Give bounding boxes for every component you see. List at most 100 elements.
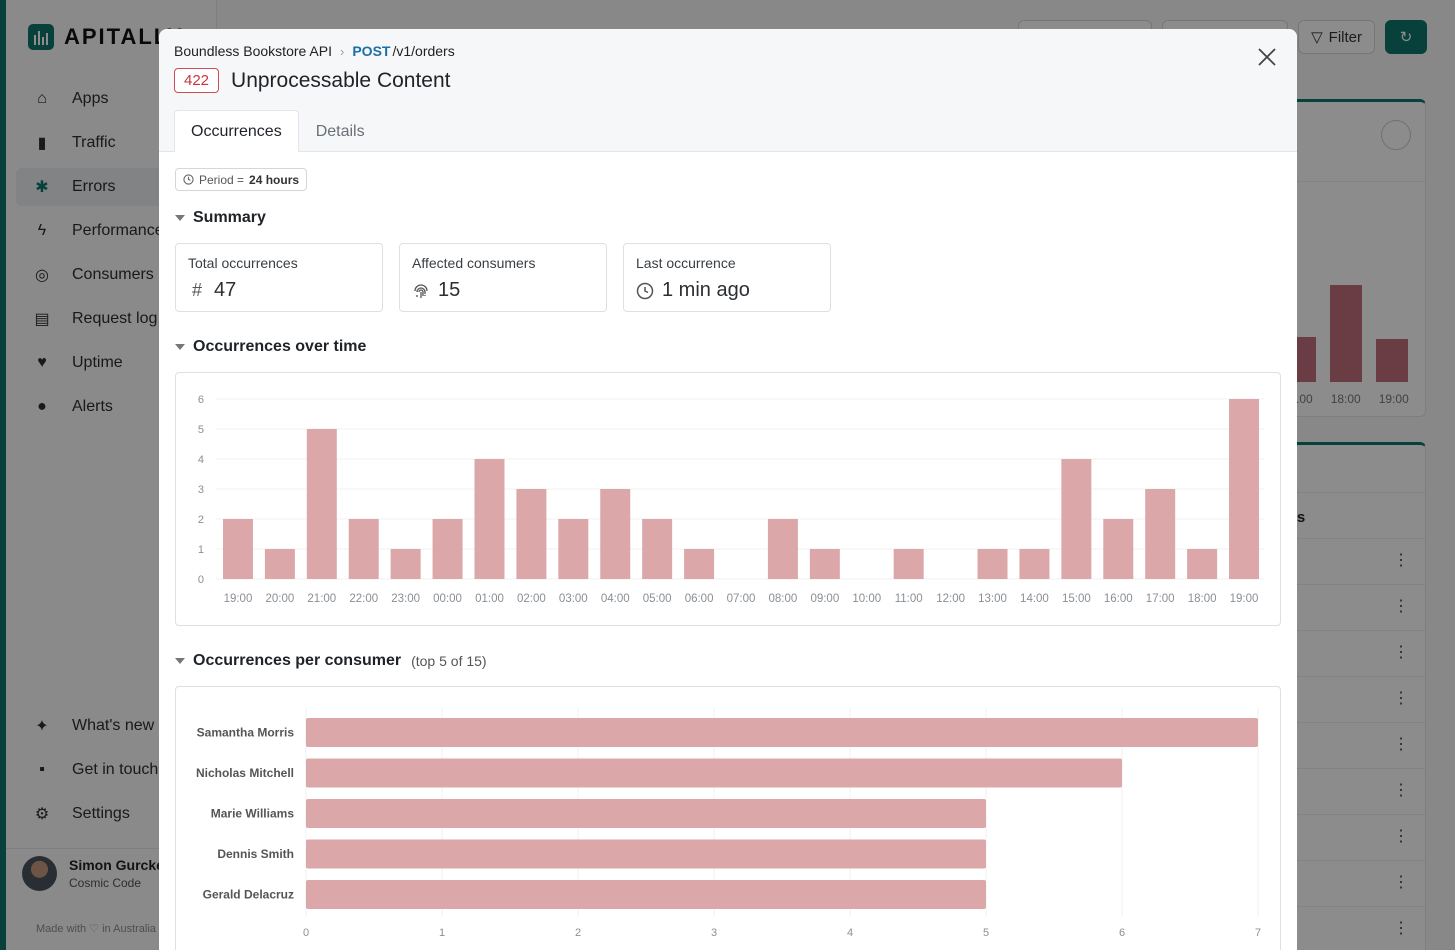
sidebar-item-performance[interactable]: ϟ Performance	[16, 212, 212, 250]
user-org: Cosmic Code	[69, 876, 142, 890]
bg-bar	[1296, 337, 1316, 382]
sidebar-item-consumers[interactable]: ◎ Consumers	[16, 256, 212, 294]
bar	[306, 429, 337, 579]
over-time-heading[interactable]: Occurrences over time	[175, 338, 366, 356]
user-profile[interactable]: Simon Gurcke Cosmic Code	[22, 856, 164, 891]
section-title: Occurrences over time	[193, 338, 367, 355]
x-tick-label: 11:00	[895, 593, 923, 605]
x-tick-label: 19:00	[224, 593, 253, 605]
bar	[306, 799, 986, 828]
more-icon[interactable]: ⋮	[1393, 782, 1409, 799]
y-tick-label: 0	[198, 574, 204, 586]
bell-icon: ●	[37, 398, 47, 415]
sidebar-item-get-in-touch[interactable]: ▪ Get in touch	[16, 751, 212, 789]
sidebar-item-label: Traffic	[72, 134, 116, 151]
bar	[893, 549, 924, 579]
bar	[306, 839, 986, 869]
y-tick-label: Nicholas Mitchell	[196, 766, 294, 780]
bar	[306, 718, 1258, 747]
table-row[interactable]: ⋮	[1251, 585, 1425, 631]
filter-label: Filter	[1328, 28, 1362, 46]
per-consumer-heading[interactable]: Occurrences per consumer (top 5 of 15)	[175, 652, 487, 670]
breadcrumb-app[interactable]: Boundless Bookstore API	[174, 43, 332, 59]
x-tick-label: 1	[439, 927, 445, 939]
chevron-right-icon: ›	[340, 43, 345, 59]
refresh-button[interactable]: ↻	[1385, 20, 1427, 54]
more-icon[interactable]: ⋮	[1393, 736, 1409, 753]
time-chart-svg: 0 1 2 3 4 5 6 19:00 20:00 21:00 22:00 23:00 00:00 01:…	[198, 394, 1264, 605]
table-row[interactable]: ⋮	[1251, 815, 1425, 861]
sidebar-item-label: Apps	[72, 90, 109, 107]
period-badge[interactable]: Period = 24 hours	[175, 168, 308, 191]
sidebar-item-request-log[interactable]: ▤ Request log	[16, 300, 212, 338]
more-icon[interactable]: ⋮	[1393, 828, 1409, 845]
y-tick-label: Gerald Delacruz	[203, 888, 294, 902]
sidebar-item-apps[interactable]: ⌂ Apps	[16, 80, 212, 118]
x-tick-label: 7	[1255, 927, 1261, 939]
scroll-icon: ▤	[34, 311, 50, 328]
close-button[interactable]	[1255, 47, 1279, 71]
sidebar-item-traffic[interactable]: ▮ Traffic	[16, 124, 212, 162]
y-tick-label: 2	[198, 514, 204, 526]
sidebar-item-label: Get in touch	[72, 761, 159, 778]
table-row[interactable]: ⋮	[1251, 861, 1425, 907]
modal-header: Boundless Bookstore API › POST/v1/orders…	[159, 29, 1297, 152]
sidebar-item-uptime[interactable]: ♥ Uptime	[16, 344, 212, 382]
title-row: 422 Unprocessable Content	[174, 68, 451, 93]
x-tick-label: 16:00	[1104, 593, 1133, 605]
x-tick-label: 02:00	[517, 593, 546, 605]
more-icon[interactable]: ⋮	[1393, 644, 1409, 661]
chart-toggle-icon[interactable]	[1381, 120, 1411, 150]
filter-button[interactable]: ▽ Filter	[1298, 20, 1375, 54]
logo-icon	[28, 24, 54, 50]
more-icon[interactable]: ⋮	[1393, 598, 1409, 615]
error-detail-modal: Boundless Bookstore API › POST/v1/orders…	[159, 29, 1297, 950]
fingerprint-icon: ◎	[35, 267, 49, 284]
bar	[600, 489, 631, 579]
bar	[684, 549, 715, 579]
summary-heading[interactable]: Summary	[175, 209, 266, 227]
table-row[interactable]: ⋮	[1251, 769, 1425, 815]
more-icon[interactable]: ⋮	[1393, 874, 1409, 891]
table-row[interactable]: ⋮	[1251, 907, 1425, 950]
table-row[interactable]: ⋮	[1251, 539, 1425, 585]
bar-chart-icon: ▮	[37, 135, 47, 152]
sidebar-item-whats-new[interactable]: ✦ What's new	[16, 707, 212, 745]
more-icon[interactable]: ⋮	[1393, 690, 1409, 707]
x-tick-label: 12:00	[936, 593, 965, 605]
more-icon[interactable]: ⋮	[1393, 552, 1409, 569]
table-row[interactable]: ⋮	[1251, 631, 1425, 677]
fingerprint-icon	[414, 283, 428, 298]
stat-value: 1 min ago	[662, 279, 750, 301]
tick-label: .00	[1296, 392, 1313, 406]
section-note: (top 5 of 15)	[411, 653, 487, 669]
x-tick-label: 08:00	[769, 593, 798, 605]
tab-occurrences[interactable]: Occurrences	[174, 110, 299, 152]
x-tick-label: 14:00	[1020, 593, 1049, 605]
section-title: Occurrences per consumer	[193, 652, 402, 669]
x-tick-label: 20:00	[265, 593, 294, 605]
bg-chart-header	[1251, 102, 1425, 182]
bg-chart-bars	[1296, 285, 1426, 382]
bar	[390, 549, 421, 579]
table-row[interactable]: ⋮	[1251, 677, 1425, 723]
bug-icon: ✱	[35, 179, 49, 196]
sidebar-item-settings[interactable]: ⚙ Settings	[16, 795, 212, 833]
y-tick-label: 4	[198, 454, 204, 466]
sidebar-item-label: Request log	[72, 310, 158, 327]
tab-details[interactable]: Details	[315, 122, 365, 140]
sidebar-item-alerts[interactable]: ● Alerts	[16, 388, 212, 426]
x-tick-label: 22:00	[349, 593, 378, 605]
consumer-chart-svg: 0 1 2 3 4 5 6 7 Samantha Morris Nicholas Mitchell…	[196, 707, 1261, 939]
tick-label: 18:00	[1330, 392, 1361, 406]
caret-down-icon	[175, 658, 185, 664]
endpoint-path: /v1/orders	[392, 43, 455, 59]
table-row[interactable]: ⋮	[1251, 723, 1425, 769]
x-tick-label: 17:00	[1146, 593, 1175, 605]
hash-icon: #	[191, 280, 202, 300]
y-tick-label: Samantha Morris	[197, 726, 295, 740]
avatar	[22, 856, 57, 891]
more-icon[interactable]: ⋮	[1393, 920, 1409, 937]
y-tick-label: 6	[198, 394, 204, 406]
sidebar-item-label: Uptime	[72, 354, 123, 371]
